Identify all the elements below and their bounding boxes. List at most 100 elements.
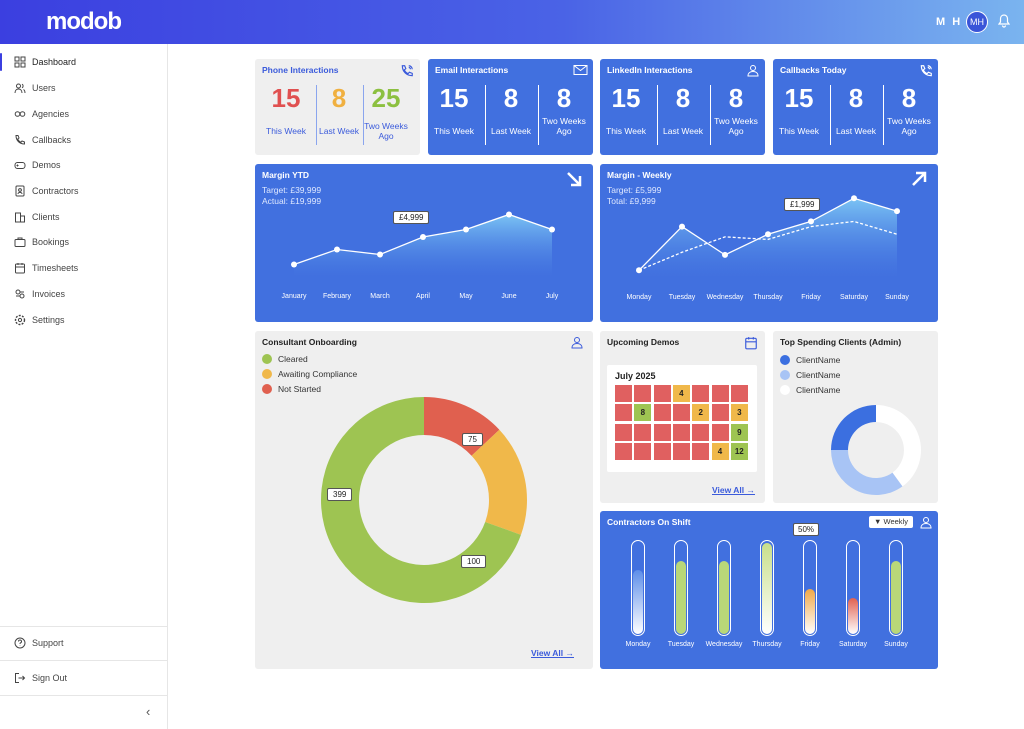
sidebar-item-agencies[interactable]: Agencies (14, 106, 69, 122)
calendar-cell[interactable] (692, 442, 710, 460)
calendar-cell[interactable] (615, 385, 632, 402)
calendar-cell[interactable] (692, 423, 710, 441)
calendar-cell[interactable] (615, 442, 632, 460)
sidebar-item-clients[interactable]: Clients (14, 209, 60, 225)
phone-call-icon[interactable] (400, 64, 414, 78)
legend-client-2: ClientName (780, 370, 840, 380)
calendar-cell[interactable] (653, 385, 671, 402)
gear-icon (14, 314, 26, 326)
card-title: Margin YTD (262, 170, 310, 180)
calendar-cell[interactable] (653, 423, 671, 441)
calendar-cell[interactable] (711, 423, 729, 441)
calendar-cell[interactable] (672, 404, 690, 422)
legend-label: Not Started (278, 384, 321, 394)
calendar-cell[interactable] (653, 442, 671, 460)
calendar-cell[interactable] (634, 442, 652, 460)
sidebar-item-dashboard[interactable]: Dashboard (14, 54, 76, 70)
weekly-filter-dropdown[interactable]: ▼ Weekly (869, 516, 913, 528)
data-point (808, 218, 814, 225)
calendar-cell[interactable] (672, 442, 690, 460)
x-tick-label: Monday (627, 294, 652, 301)
sidebar-item-timesheets[interactable]: Timesheets (14, 260, 78, 276)
sidebar-item-callbacks[interactable]: Callbacks (14, 132, 71, 148)
two-weeks-ago-count: 8 (556, 83, 572, 113)
shift-bar (717, 540, 731, 636)
sidebar-item-signout[interactable]: Sign Out (14, 670, 67, 686)
phone-icon (15, 135, 25, 145)
calendar-cell[interactable] (634, 385, 652, 402)
shift-bar-fill (676, 561, 686, 634)
sidebar-item-users[interactable]: Users (14, 80, 56, 96)
avatar[interactable]: MH (966, 11, 988, 33)
x-tick-label: February (323, 293, 352, 300)
sidebar-item-label: Clients (32, 212, 60, 222)
separator (710, 85, 711, 145)
calendar-cell[interactable]: 4 (672, 385, 690, 402)
calendar-cell[interactable]: 9 (730, 423, 748, 441)
separator (538, 85, 539, 145)
collapse-sidebar-button[interactable]: ‹ (146, 704, 151, 719)
calendar-cell[interactable] (730, 385, 748, 402)
calendar-cell[interactable] (653, 404, 671, 422)
sidebar-item-contractors[interactable]: Contractors (14, 183, 79, 199)
this-week-label: This Week (606, 126, 646, 136)
sidebar-item-label: Timesheets (32, 263, 79, 273)
x-tick-label: Thursday (752, 641, 782, 648)
data-point (334, 246, 340, 253)
calendar-cell[interactable] (711, 404, 729, 422)
calendar-cell[interactable]: 2 (692, 404, 710, 422)
user-icon[interactable] (571, 336, 583, 349)
calendar-cell[interactable]: 12 (730, 442, 748, 460)
signout-icon (15, 673, 26, 683)
calendar-cell[interactable] (672, 423, 690, 441)
view-all-link[interactable]: View All → (531, 648, 574, 658)
margin-weekly-chart: Monday Tuesday Wednesday Thursday Friday Satu… (627, 195, 909, 301)
sidebar-item-invoices[interactable]: Invoices (14, 286, 65, 302)
x-tick-label: Saturday (838, 641, 868, 648)
calendar-cell[interactable] (615, 404, 632, 422)
email-interactions-card: Email Interactions 15 8 8 This Week Last… (428, 59, 593, 155)
calendar-cell[interactable] (634, 423, 652, 441)
calendar-cell[interactable]: 8 (634, 404, 652, 422)
data-point (463, 226, 469, 233)
sidebar-item-label: Dashboard (32, 57, 77, 67)
calendar-cell[interactable]: 4 (711, 442, 729, 460)
separator (485, 85, 486, 145)
callbacks-today-card: Callbacks Today 15 8 8 This Week Last We… (773, 59, 938, 155)
sidebar-item-label: Bookings (32, 237, 70, 247)
sidebar-item-demos[interactable]: Demos (14, 157, 61, 173)
card-title: Callbacks Today (780, 65, 847, 75)
shift-bar-fill (848, 597, 858, 634)
calendar-cell[interactable] (615, 423, 632, 441)
separator (883, 85, 884, 145)
x-tick-label: Monday (625, 641, 651, 648)
briefcase-icon (14, 237, 26, 247)
legend-client-1: ClientName (780, 355, 840, 365)
view-all-link[interactable]: View All → (712, 485, 755, 495)
user-initials: M H (936, 16, 963, 28)
shift-bar (889, 540, 903, 636)
calendar-cell[interactable]: 3 (730, 404, 748, 422)
legend-swatch (262, 354, 272, 364)
sidebar-item-label: Callbacks (32, 135, 72, 145)
separator (363, 85, 364, 145)
phone-call-icon[interactable] (919, 64, 933, 78)
calendar-cell[interactable] (692, 385, 710, 402)
user-icon[interactable] (747, 64, 759, 77)
sidebar-item-bookings[interactable]: Bookings (14, 234, 69, 250)
calendar-icon[interactable] (744, 336, 758, 350)
two-weeks-ago-count: 8 (728, 83, 744, 113)
demo-calendar: July 2025 4 8 2 3 9 4 12 (607, 365, 757, 472)
sidebar-item-settings[interactable]: Settings (14, 312, 65, 328)
legend-swatch (262, 384, 272, 394)
target-text: Target: £5,999 (607, 185, 662, 195)
last-week-label: Last Week (490, 126, 531, 136)
bell-icon[interactable] (998, 14, 1010, 28)
calendar-cell[interactable] (711, 385, 729, 402)
user-icon[interactable] (920, 516, 932, 529)
shift-bar-fill (805, 588, 815, 634)
mail-icon[interactable] (573, 64, 588, 76)
logo[interactable]: modob (46, 8, 122, 35)
sidebar-item-support[interactable]: Support (14, 635, 64, 651)
x-tick-label: May (459, 293, 473, 300)
